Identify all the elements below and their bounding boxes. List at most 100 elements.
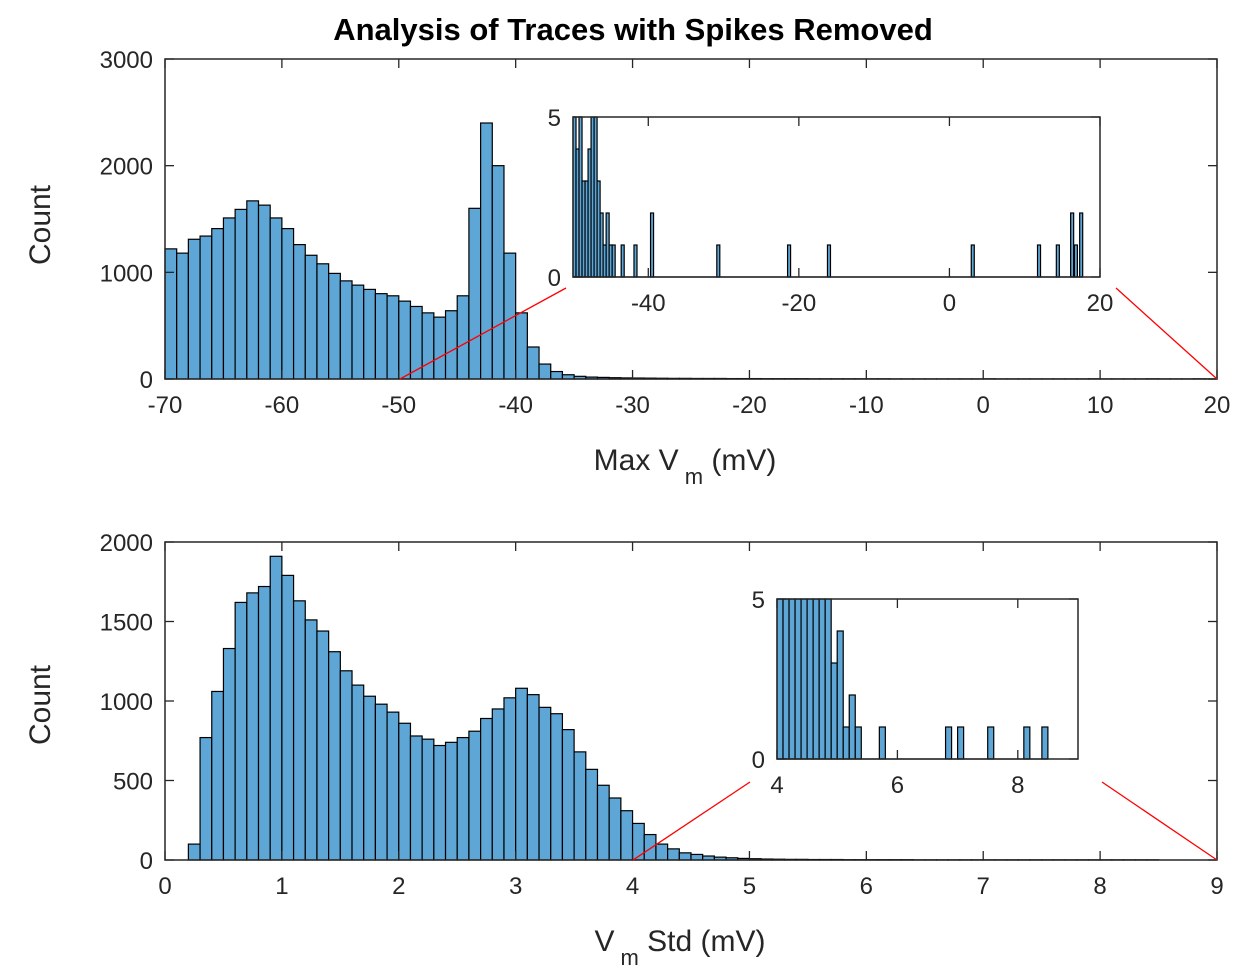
bottom-inset-bar [782,598,790,760]
top-x-tick-label: 20 [1204,392,1231,419]
top-histogram-bar [281,228,295,380]
top-histogram-bar [339,280,353,380]
bottom-inset-x-tick-label: 6 [891,772,904,799]
bottom-histogram-bar [444,741,458,861]
top-histogram-bar [363,288,377,380]
bottom-histogram-bar [374,703,388,861]
bottom-inset-x-tick-label: 4 [770,772,783,799]
bottom-histogram-bar [456,736,470,861]
bottom-inset-bar [812,598,820,760]
top-x-tick-label: -40 [498,392,533,419]
top-inset-bar [970,244,975,278]
bottom-histogram-bar [339,670,353,861]
bottom-histogram-bar [409,735,423,861]
bottom-histogram-bar [515,687,528,861]
top-histogram-bar [211,228,225,380]
bottom-x-tick-label: 8 [1093,873,1106,900]
bottom-inset-frame [776,598,1079,760]
top-histogram-bar [257,204,271,380]
bottom-histogram-bar [281,574,295,861]
bottom-histogram-bar [491,708,505,861]
top-histogram-bar [386,295,400,380]
bottom-inset-bars [776,598,1049,760]
bottom-histogram-bars [187,555,1160,861]
top-y-tick-label: 0 [140,367,153,394]
bottom-x-tick-label: 0 [158,873,171,900]
top-inset-x-ticks: -40 -20 0 20 [631,117,1113,317]
top-y-axis-label: Count [24,184,57,265]
top-inset-bar [633,244,638,278]
bottom-histogram-bar [304,619,318,861]
bottom-histogram-bar [550,713,564,861]
bottom-inset-bar [818,598,826,760]
bottom-histogram-bar [328,651,341,861]
top-histogram-bar [164,248,178,380]
top-histogram-bar [538,363,552,380]
top-y-tick-label: 1000 [100,260,153,287]
bottom-inset-bar [1041,726,1049,760]
bottom-histogram-bar [292,600,306,861]
bottom-histogram-bar [433,744,447,861]
bottom-inset-bar [788,598,796,760]
bottom-x-tick-label: 4 [626,873,639,900]
top-inset-x-tick-label: 20 [1087,290,1114,317]
top-inset-y-tick-label: 0 [548,265,561,292]
top-inset-x-tick-label: 0 [943,290,956,317]
top-inset-x-tick-label: -40 [631,290,666,317]
top-histogram-bar [374,293,388,380]
bottom-x-tick-label: 7 [977,873,990,900]
bottom-zoom-line-right [1101,781,1218,861]
top-y-tick-label: 2000 [100,154,153,181]
top-histogram-bar [468,207,482,380]
bottom-x-tick-label: 3 [509,873,522,900]
top-histogram-bar [222,217,236,380]
top-histogram-bar [491,165,505,380]
bottom-inset-bar [830,662,838,760]
top-histogram-bar [269,217,283,380]
top-x-tick-label: 10 [1087,392,1114,419]
bottom-histogram-bar [573,751,587,861]
bottom-inset-bar [878,726,886,760]
top-histogram-bar [176,252,189,380]
bottom-inset-bar [800,598,808,760]
top-inset-frame [572,116,1101,278]
bottom-x-tick-label: 1 [275,873,288,900]
top-x-tick-label: -10 [849,392,884,419]
bottom-inset-y-ticks: 05 [752,587,1078,774]
bottom-inset-bar [956,726,965,760]
top-inset-bar [1073,244,1079,278]
bottom-histogram-bar [480,717,493,861]
bottom-histogram-bar [363,695,377,861]
top-inset-bar [649,212,655,278]
top-inset-bar [1055,244,1060,278]
top-zoom-line-left [399,287,567,380]
bottom-histogram-bar [538,706,552,861]
bottom-histogram-bar [667,848,680,861]
top-histogram-bar [304,254,318,380]
top-histogram-bar [421,312,435,380]
top-inset-y-tick-label: 5 [548,105,561,132]
bottom-histogram-bar [655,843,669,861]
top-x-tick-label: -70 [148,392,183,419]
bottom-inset-bar [854,726,862,760]
bottom-histogram-bar [561,729,575,861]
bottom-histogram-bar [585,768,599,861]
top-inset-bar [716,244,721,278]
bottom-histogram-bar [246,592,260,861]
bottom-inset-bar [776,598,784,760]
bottom-inset-bar [794,598,802,760]
bottom-histogram-bar [690,853,704,861]
top-inset-bar [826,244,832,278]
bottom-histogram-bar [398,722,412,861]
bottom-histogram-bar [421,738,435,861]
top-axes-frame [164,58,1218,380]
bottom-histogram-bar [234,601,248,861]
top-histogram-bar [456,295,470,380]
top-inset-bar [1036,244,1042,278]
bottom-histogram-bar [631,822,645,861]
top-inset-bar [786,244,792,278]
